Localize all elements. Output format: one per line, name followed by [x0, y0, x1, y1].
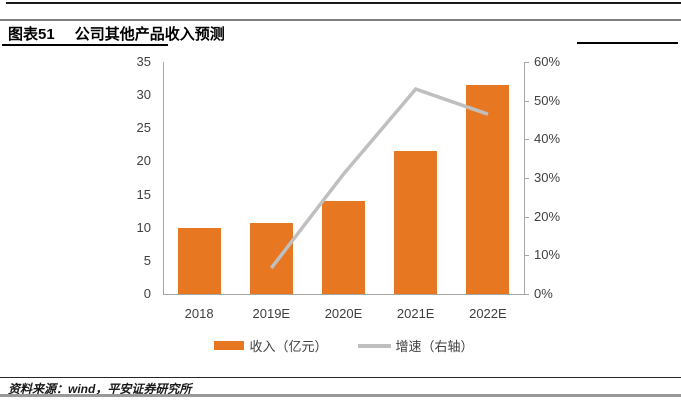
revenue-bar [466, 85, 510, 294]
x-axis-line [163, 294, 525, 295]
footer-divider-gray [0, 394, 681, 397]
left-axis-tick-label: 35 [136, 54, 151, 69]
right-axis-tick-label: 40% [534, 131, 561, 147]
x-axis-tick-label: 2020E [324, 306, 363, 321]
right-axis-tick-mark [524, 255, 529, 257]
left-axis-tick-label: 25 [136, 120, 151, 136]
footer-divider-thin [0, 377, 681, 378]
chart-title-text: 公司其他产品收入预测 [74, 26, 225, 43]
top-divider-black [6, 2, 681, 4]
growth-line [269, 87, 489, 270]
left-axis-tick-label: 10 [136, 219, 151, 235]
growth-line-swatch-icon [357, 343, 391, 348]
left-axis-line [163, 62, 164, 295]
x-axis-tick-label: 2019E [252, 306, 291, 321]
left-axis-tick-label: 0 [143, 286, 151, 301]
legend-label-revenue: 收入（亿元） [249, 339, 328, 354]
right-axis-tick-label: 0% [534, 286, 553, 301]
legend-label-growth: 增速（右轴） [395, 339, 474, 354]
x-axis-tick-label: 2018 [184, 306, 214, 321]
right-axis-tick-mark [524, 216, 529, 218]
left-axis-tick-label: 20 [136, 153, 151, 169]
right-axis-tick-mark [524, 178, 529, 179]
right-axis-tick-label: 10% [534, 247, 561, 263]
revenue-bar [322, 201, 365, 294]
left-axis-tick-label: 30 [136, 87, 151, 103]
right-axis-line [524, 62, 525, 295]
right-axis-tick-mark [524, 100, 529, 102]
right-axis-tick-mark [524, 62, 529, 63]
revenue-bar-swatch-icon [214, 341, 245, 350]
adjacent-column-divider [577, 42, 678, 44]
right-axis-tick-label: 20% [534, 208, 561, 224]
right-axis-tick-label: 50% [534, 92, 561, 108]
x-axis-tick-label: 2021E [396, 306, 435, 321]
revenue-bar [177, 227, 221, 294]
chart-title-number: 图表51 [8, 26, 55, 43]
right-axis-tick-label: 60% [534, 54, 561, 69]
top-divider-gray [0, 19, 681, 21]
right-axis-tick-mark [524, 139, 529, 141]
right-axis-tick-mark [524, 294, 529, 295]
title-underline [2, 44, 168, 46]
revenue-bar [394, 151, 438, 294]
revenue-bar [249, 223, 293, 294]
data-source-note: 资料来源：wind，平安证券研究所 [8, 382, 192, 396]
legend-item-growth: 增速（右轴） [357, 336, 474, 355]
x-axis-tick-label: 2022E [469, 306, 507, 321]
chart-legend: 收入（亿元） 增速（右轴） [163, 336, 525, 355]
legend-item-revenue: 收入（亿元） [214, 336, 328, 355]
chart-title: 图表51 公司其他产品收入预测 [8, 23, 225, 44]
left-axis-tick-label: 5 [143, 252, 151, 268]
left-axis-tick-label: 15 [136, 186, 151, 202]
right-axis-tick-label: 30% [534, 170, 561, 185]
